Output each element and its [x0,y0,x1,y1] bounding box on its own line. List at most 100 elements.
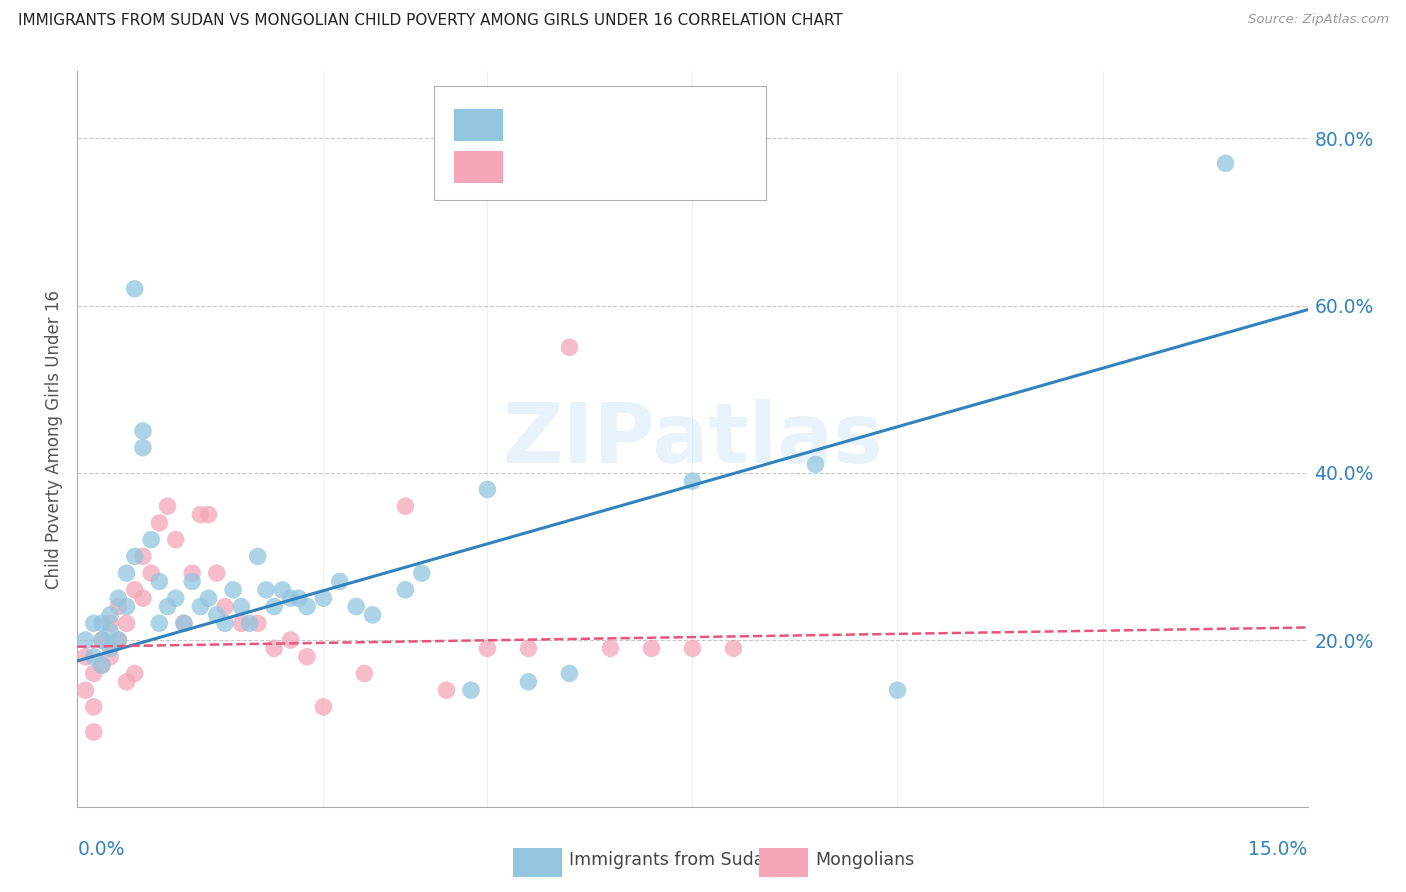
Point [124,549,146,564]
Text: 0.0%: 0.0% [77,840,125,859]
Point [83,725,105,739]
Point [148,516,170,530]
Point [75,683,97,698]
Text: Source: ZipAtlas.com: Source: ZipAtlas.com [1249,13,1389,27]
Point [132,441,155,455]
Point [436,683,458,698]
Point [115,599,138,614]
Point [353,666,375,681]
Point [132,549,155,564]
Point [344,599,367,614]
Text: R = 0.018: R = 0.018 [516,158,614,177]
Point [124,582,146,597]
Point [517,641,540,656]
Point [90,633,114,648]
Point [254,582,277,597]
Point [90,633,114,648]
Point [181,574,204,589]
Point [98,649,121,664]
Point [188,508,212,522]
Point [90,658,114,673]
Point [188,599,212,614]
Point [886,683,908,698]
Point [640,641,662,656]
Text: ZIPatlas: ZIPatlas [502,399,883,480]
Point [83,699,105,714]
FancyBboxPatch shape [454,151,503,183]
Point [329,574,352,589]
Point [124,666,146,681]
FancyBboxPatch shape [434,87,766,200]
FancyBboxPatch shape [513,847,562,877]
Point [599,641,621,656]
Point [98,607,121,622]
Point [280,633,302,648]
Point [246,616,269,631]
Point [148,616,170,631]
Point [361,607,384,622]
Point [205,566,228,580]
Point [246,549,269,564]
FancyBboxPatch shape [759,847,808,877]
Point [394,500,416,514]
Point [90,658,114,673]
Point [83,649,105,664]
Point [197,508,219,522]
Point [394,582,416,597]
Point [263,599,285,614]
Point [558,340,581,354]
Text: IMMIGRANTS FROM SUDAN VS MONGOLIAN CHILD POVERTY AMONG GIRLS UNDER 16 CORRELATIO: IMMIGRANTS FROM SUDAN VS MONGOLIAN CHILD… [18,13,844,29]
Point [477,483,499,497]
Point [239,616,262,631]
Point [460,683,482,698]
Point [83,666,105,681]
Point [231,599,253,614]
Point [205,607,228,622]
Point [173,616,195,631]
Text: N = 52: N = 52 [644,116,717,135]
Point [165,533,187,547]
Point [181,566,204,580]
Point [107,599,129,614]
Point [214,599,236,614]
Point [141,566,163,580]
Text: Mongolians: Mongolians [815,851,915,869]
Point [295,649,318,664]
Point [115,566,138,580]
Point [132,424,155,438]
Point [156,599,179,614]
Point [107,591,129,606]
Point [682,474,704,488]
Point [132,591,155,606]
Point [271,582,294,597]
Point [148,574,170,589]
Point [98,616,121,631]
Point [107,633,129,648]
Point [288,591,311,606]
Point [1215,156,1237,170]
Point [173,616,195,631]
Point [558,666,581,681]
Point [75,649,97,664]
Point [115,616,138,631]
Point [75,633,97,648]
Point [98,641,121,656]
Point [214,616,236,631]
Point [156,500,179,514]
Text: R = 0.424: R = 0.424 [516,116,614,135]
Point [165,591,187,606]
Text: Immigrants from Sudan: Immigrants from Sudan [569,851,776,869]
Point [83,616,105,631]
Point [682,641,704,656]
Point [141,533,163,547]
Text: N = 43: N = 43 [644,158,717,177]
Point [263,641,285,656]
Point [90,616,114,631]
Point [804,458,827,472]
Point [312,591,335,606]
Point [477,641,499,656]
Point [124,282,146,296]
Point [723,641,745,656]
Point [107,633,129,648]
Point [295,599,318,614]
